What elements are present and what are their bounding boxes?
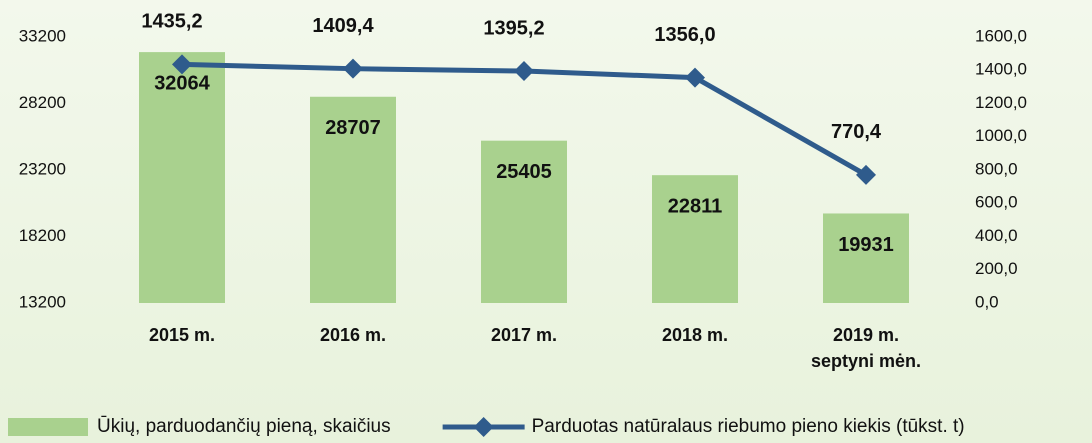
line-value-label: 1435,2 [141, 11, 202, 33]
line-value-label: 1409,4 [312, 15, 374, 37]
marker [856, 164, 876, 185]
y-tick-label: 13200 [19, 292, 66, 311]
bar [652, 175, 738, 303]
bar-value-label: 25405 [496, 161, 552, 183]
y2-tick-label: 1200,0 [975, 93, 1027, 112]
x-tick-label: 2015 m. [148, 325, 216, 345]
x-tick-label: 2019 m. septyni mėn. [810, 325, 922, 371]
bar-value-label: 28707 [325, 117, 381, 139]
x-tick-label: 2016 m. [319, 325, 387, 345]
y2-tick-label: 800,0 [975, 159, 1018, 178]
line-value-label: 770,4 [831, 121, 882, 143]
y-tick-label: 18200 [19, 226, 66, 245]
marker [514, 61, 534, 82]
y-tick-label: 28200 [19, 93, 66, 112]
y-tick-label: 33200 [19, 26, 66, 45]
line-value-label: 1395,2 [483, 17, 544, 39]
y2-tick-label: 400,0 [975, 226, 1018, 245]
y2-tick-label: 1400,0 [975, 60, 1027, 79]
y2-tick-label: 600,0 [975, 193, 1018, 212]
bar-value-label: 32064 [154, 72, 210, 94]
marker [172, 54, 192, 75]
bar-value-label: 19931 [838, 234, 894, 256]
x-tick-label: 2018 m. [661, 325, 729, 345]
legend-label: Ūkių, parduodančių pieną, skaičius [97, 416, 391, 437]
y2-tick-label: 1600,0 [975, 26, 1027, 45]
line-value-label: 1356,0 [654, 24, 715, 46]
y2-tick-label: 1000,0 [975, 126, 1027, 145]
bar-value-label: 22811 [668, 195, 723, 217]
bar [139, 52, 225, 304]
marker [685, 67, 705, 88]
legend-marker [473, 417, 494, 437]
marker [343, 58, 363, 79]
bar [310, 96, 396, 303]
bar [481, 140, 567, 303]
bar [823, 213, 909, 303]
legend-label: Parduotas natūralaus riebumo pieno kieki… [532, 416, 965, 437]
legend-swatch [8, 418, 88, 436]
y2-tick-label: 0,0 [975, 292, 999, 311]
x-tick-label: 2017 m. [490, 325, 558, 345]
y2-tick-label: 200,0 [975, 259, 1018, 278]
y-tick-label: 23200 [19, 159, 66, 178]
